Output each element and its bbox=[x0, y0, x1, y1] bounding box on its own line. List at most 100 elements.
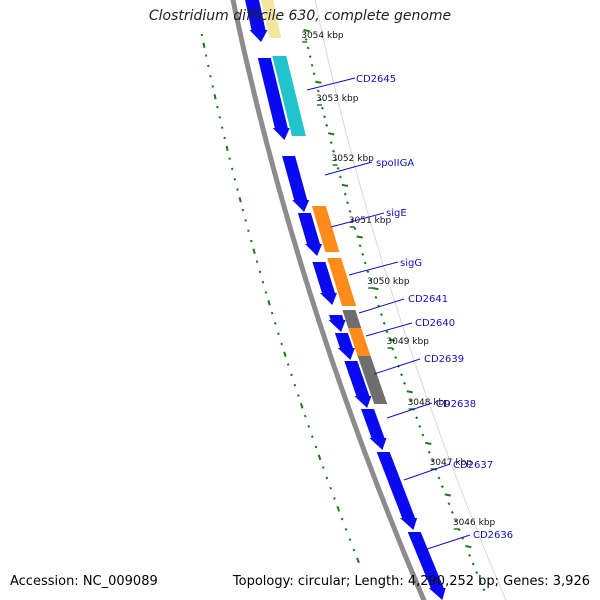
inner-scale-tick bbox=[274, 322, 277, 325]
inner-scale-tick bbox=[325, 476, 329, 480]
gene-label: CD2638 bbox=[436, 399, 476, 410]
inner-scale-tick bbox=[356, 557, 360, 564]
outer-scale-tick bbox=[315, 80, 322, 84]
inner-scale-tick bbox=[297, 394, 300, 397]
cds-arrow bbox=[245, 0, 268, 42]
outer-scale-tick bbox=[427, 450, 431, 454]
outer-scale-tick bbox=[447, 502, 451, 506]
cds-block bbox=[272, 56, 306, 136]
outer-scale-tick bbox=[327, 132, 335, 136]
inner-scale-tick bbox=[311, 435, 314, 439]
outer-scale-tick bbox=[312, 72, 316, 76]
kbp-label: 3048 kbp bbox=[408, 398, 451, 408]
outer-scale-tick bbox=[372, 287, 379, 291]
cds-block bbox=[357, 356, 388, 404]
inner-scale-tick bbox=[280, 342, 283, 346]
outer-scale-tick bbox=[341, 183, 349, 187]
genome-backbone bbox=[230, 0, 427, 600]
gene-label: CD2637 bbox=[453, 460, 493, 471]
outer-scale-tick bbox=[382, 321, 386, 325]
outer-ring-edge bbox=[314, 0, 507, 600]
outer-scale-tick bbox=[450, 510, 454, 514]
outer-scale-tick bbox=[361, 252, 365, 256]
inner-scale-tick bbox=[225, 145, 229, 152]
gene-label: CD2639 bbox=[424, 354, 464, 365]
outer-scale-tick bbox=[415, 416, 419, 420]
outer-scale-tick bbox=[303, 29, 310, 33]
outer-scale-tick bbox=[409, 399, 413, 403]
outer-scale-tick bbox=[402, 381, 407, 385]
kbp-label: 3054 kbp bbox=[301, 31, 344, 41]
cds-arrow bbox=[282, 156, 310, 212]
gene-leader-line bbox=[348, 261, 399, 276]
cds-arrow bbox=[312, 262, 337, 305]
gene-leader-line bbox=[358, 298, 405, 314]
cds-arrow bbox=[334, 333, 355, 360]
cds-arrow bbox=[328, 315, 346, 332]
outer-scale-tick bbox=[325, 123, 329, 127]
inner-scale-tick bbox=[293, 383, 297, 387]
outer-scale-tick bbox=[437, 476, 441, 480]
outer-scale-tick bbox=[346, 201, 350, 205]
outer-scale-tick bbox=[334, 158, 338, 162]
inner-scale-tick bbox=[336, 505, 341, 512]
gene-leader-line bbox=[386, 402, 433, 419]
gene-label: spoIIGA bbox=[376, 158, 414, 169]
outer-scale-tick bbox=[478, 579, 482, 583]
outer-scale-tick bbox=[329, 141, 333, 145]
cds-arrow bbox=[297, 213, 322, 256]
cds-arrow bbox=[344, 361, 372, 408]
outer-scale-tick bbox=[343, 192, 347, 196]
outer-scale-tick bbox=[304, 37, 308, 41]
cds-block bbox=[327, 258, 357, 306]
outer-scale-tick bbox=[306, 46, 310, 50]
outer-scale-tick bbox=[385, 330, 389, 334]
inner-scale-tick bbox=[317, 454, 322, 461]
outer-scale-tick bbox=[356, 235, 363, 239]
inner-scale-tick bbox=[321, 466, 325, 469]
inner-scale-tick bbox=[258, 270, 262, 274]
inner-scale-tick bbox=[261, 280, 265, 284]
outer-scale-tick bbox=[374, 295, 378, 299]
inner-scale-tick bbox=[264, 291, 268, 294]
inner-scale-tick bbox=[290, 373, 293, 377]
cds-arrow bbox=[376, 452, 418, 530]
gene-label: CD2645 bbox=[356, 74, 396, 85]
kbp-label: 3047 kbp bbox=[430, 458, 473, 468]
outer-scale-tick bbox=[482, 588, 486, 592]
gene-leader-line bbox=[324, 161, 373, 176]
outer-scale-tick bbox=[318, 98, 322, 102]
accession-text: Accession: NC_009089 bbox=[10, 574, 158, 589]
outer-scale-tick bbox=[366, 270, 370, 274]
outer-scale-tick bbox=[465, 545, 472, 549]
outer-scale-tick bbox=[440, 485, 444, 489]
outer-scale-tick bbox=[308, 55, 312, 59]
gene-leader-line bbox=[365, 322, 413, 337]
outer-scale-tick bbox=[406, 390, 413, 394]
kbp-label: 3049 kbp bbox=[387, 337, 430, 347]
outer-scale-tick bbox=[363, 261, 367, 265]
inner-scale-tick bbox=[299, 402, 304, 409]
inner-scale-tick bbox=[244, 219, 247, 222]
outer-scale-tick bbox=[425, 441, 432, 445]
inner-scale-tick bbox=[303, 414, 307, 418]
inner-scale-tick bbox=[314, 445, 318, 449]
inner-scale-tick bbox=[241, 208, 245, 212]
outer-scale-tick bbox=[430, 459, 434, 463]
inner-scale-tick bbox=[329, 486, 332, 490]
outer-scale-tick bbox=[316, 89, 320, 93]
gene-leader-line bbox=[423, 534, 471, 551]
gene-label: CD2641 bbox=[408, 294, 448, 305]
gene-label: sigE bbox=[386, 208, 407, 219]
genome-summary-text: Topology: circular; Length: 4,290,252 bp… bbox=[232, 574, 590, 589]
inner-scale-tick bbox=[213, 94, 217, 100]
outer-scale-tick bbox=[468, 553, 472, 557]
outer-scale-tick bbox=[358, 244, 362, 248]
gene-leader-line bbox=[306, 77, 356, 91]
kbp-label: 3046 kbp bbox=[453, 518, 496, 528]
inner-scale-tick bbox=[236, 188, 239, 191]
outer-scale-tick bbox=[338, 175, 342, 179]
outer-scale-tick bbox=[350, 218, 354, 222]
